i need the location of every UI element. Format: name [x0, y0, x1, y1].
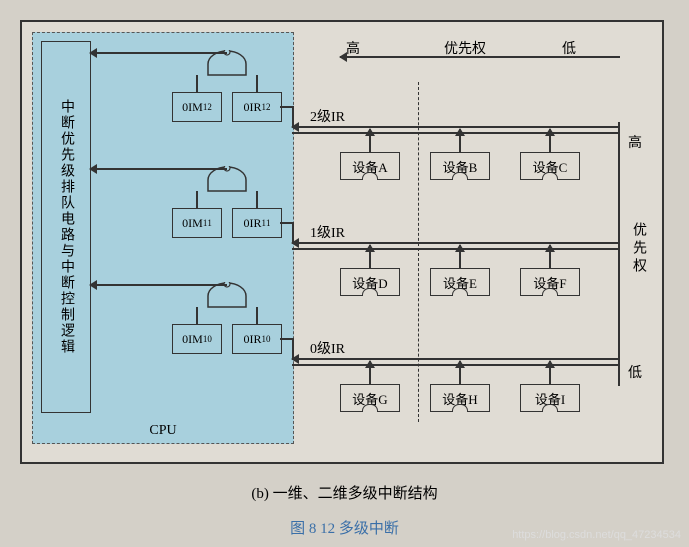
device-arrow: [549, 245, 551, 268]
ctrl-logic-box: 中断优先级排队电路与中断控制逻辑: [41, 41, 91, 413]
ir-link-1: [280, 222, 292, 224]
ir-link-0: [280, 106, 292, 108]
device-box: 设备C: [520, 152, 580, 180]
gate-out-line: [90, 168, 227, 170]
device-arrow: [459, 361, 461, 384]
gate-out-line: [90, 284, 227, 286]
reg-to-gate-line: [256, 75, 258, 92]
reg-to-gate-line: [196, 191, 198, 208]
device-box: 设备F: [520, 268, 580, 296]
device-arrow: [369, 245, 371, 268]
right-high: 高: [628, 132, 642, 152]
register-IR1: 0IR11: [232, 208, 282, 238]
right-bracket: [618, 122, 620, 386]
register-IR0: 0IR10: [232, 324, 282, 354]
gate-out-line: [90, 52, 227, 54]
priority-high: 高: [346, 38, 360, 58]
device-arrow: [459, 129, 461, 152]
register-IR2: 0IR12: [232, 92, 282, 122]
device-arrow: [369, 361, 371, 384]
device-box: 设备H: [430, 384, 490, 412]
device-arrow: [369, 129, 371, 152]
reg-to-gate-line: [256, 307, 258, 324]
level-label-1: 1级IR: [310, 222, 345, 242]
register-IM2: 0IM12: [172, 92, 222, 122]
device-box: 设备G: [340, 384, 400, 412]
device-box: 设备D: [340, 268, 400, 296]
priority-low: 低: [562, 38, 576, 58]
reg-to-gate-line: [196, 75, 198, 92]
ir-link-v-1: [292, 222, 294, 242]
reg-to-gate-line: [196, 307, 198, 324]
nand-gate-2: [207, 282, 247, 308]
nand-gate-0: [207, 50, 247, 76]
device-box: 设备I: [520, 384, 580, 412]
level-label-2: 0级IR: [310, 338, 345, 358]
ir-link-2: [280, 338, 292, 340]
register-IM1: 0IM11: [172, 208, 222, 238]
ir-link-v-2: [292, 338, 294, 358]
cpu-label: CPU: [149, 423, 176, 439]
caption: (b) 一维、二维多级中断结构: [20, 482, 669, 503]
device-box: 设备E: [430, 268, 490, 296]
device-arrow: [549, 361, 551, 384]
right-low: 低: [628, 362, 642, 382]
right-mid: 优先权: [628, 222, 648, 276]
device-arrow: [459, 245, 461, 268]
device-box: 设备A: [340, 152, 400, 180]
device-box: 设备B: [430, 152, 490, 180]
nand-gate-1: [207, 166, 247, 192]
interrupt-diagram: 中断优先级排队电路与中断控制逻辑 CPU 高 优先权 低 高 优先权 低 0IM…: [20, 20, 664, 464]
device-arrow: [549, 129, 551, 152]
level-label-0: 2级IR: [310, 106, 345, 126]
priority-title: 优先权: [444, 38, 486, 58]
watermark: https://blog.csdn.net/qq_47234534: [512, 529, 681, 541]
ir-link-v-0: [292, 106, 294, 126]
reg-to-gate-line: [256, 191, 258, 208]
register-IM0: 0IM10: [172, 324, 222, 354]
